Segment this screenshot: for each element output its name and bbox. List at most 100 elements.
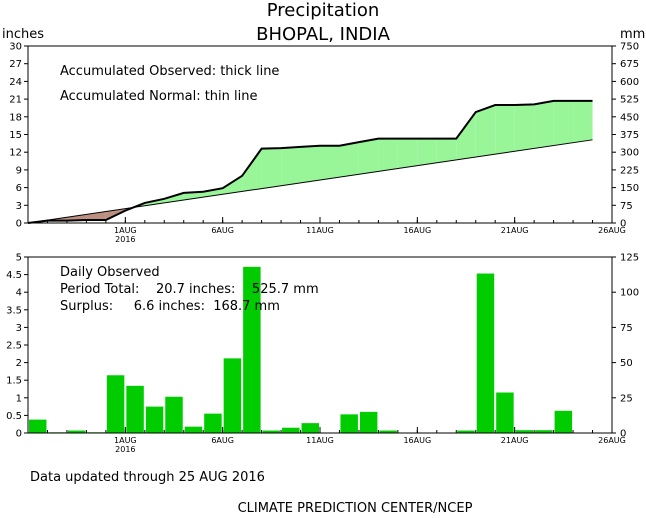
x-tick-label: 16AUG xyxy=(403,226,431,235)
y-tick-label: 18 xyxy=(9,112,22,123)
x-tick-label: 21AUG xyxy=(501,436,529,445)
period-total-label: Period Total: 20.7 inches: 525.7 mm xyxy=(60,282,319,297)
y-tick-label: 1.5 xyxy=(6,376,22,387)
y-tick-label: 1 xyxy=(16,393,22,404)
x-tick-label: 26AUG xyxy=(598,226,626,235)
surplus-label: Surplus: 6.6 inches: 168.7 mm xyxy=(60,299,280,314)
y-tick-label: 0 xyxy=(16,429,22,440)
daily-precip-bar xyxy=(29,419,47,433)
surplus-area-segment xyxy=(320,145,340,180)
daily-precip-bar xyxy=(496,392,514,433)
y2-tick-label: 75 xyxy=(620,323,633,334)
y2-tick-label: 375 xyxy=(620,130,639,141)
y2-tick-label: 25 xyxy=(620,393,633,404)
y2-tick-label: 150 xyxy=(620,183,639,194)
y-tick-label: 3 xyxy=(16,323,22,334)
x-tick-label: 11AUG xyxy=(306,436,334,445)
surplus-area-segment xyxy=(475,105,496,158)
surplus-area-segment xyxy=(242,148,262,192)
chart-subtitle: BHOPAL, INDIA xyxy=(256,24,390,45)
surplus-area-segment xyxy=(222,175,243,195)
top-right-unit-label: mm xyxy=(620,27,645,42)
x-tick-label: 26AUG xyxy=(598,436,626,445)
y2-tick-label: 300 xyxy=(620,148,639,159)
daily-precip-bar xyxy=(457,430,475,433)
daily-observed-label: Daily Observed xyxy=(60,265,160,280)
daily-precip-bar xyxy=(262,430,281,433)
deficit-area-segment xyxy=(66,214,87,221)
chart-title: Precipitation xyxy=(267,0,380,21)
accumulated-normal-line xyxy=(27,139,593,224)
y-tick-label: 0 xyxy=(16,219,22,230)
daily-precip-bar xyxy=(515,430,534,433)
x-tick-label: 1AUG xyxy=(114,436,137,445)
daily-precip-bar xyxy=(282,427,300,433)
surplus-area-segment xyxy=(436,138,457,163)
daily-precip-bar xyxy=(184,426,203,433)
daily-precip-bar xyxy=(476,273,495,433)
y-tick-label: 9 xyxy=(16,165,22,176)
daily-precip-bar xyxy=(379,430,397,433)
daily-precip-bar xyxy=(165,396,183,433)
y-tick-label: 3 xyxy=(16,201,22,212)
surplus-area-segment xyxy=(261,148,282,189)
daily-bar-layer xyxy=(29,266,573,433)
x-tick-label: 6AUG xyxy=(211,436,234,445)
surplus-area-segment xyxy=(281,146,301,186)
daily-precip-bar xyxy=(359,411,378,433)
surplus-area-segment xyxy=(339,142,359,178)
legend-normal-text: Accumulated Normal: thin line xyxy=(60,89,258,104)
x-tick-label: 16AUG xyxy=(403,436,431,445)
y-tick-label: 24 xyxy=(9,77,22,88)
surplus-area-segment xyxy=(495,105,515,155)
x-tick-label: 11AUG xyxy=(306,226,334,235)
y-tick-label: 30 xyxy=(9,42,22,53)
deficit-area-segment xyxy=(86,211,106,221)
surplus-area-segment xyxy=(417,138,437,166)
y-tick-label: 15 xyxy=(9,130,22,141)
y2-tick-label: 750 xyxy=(620,42,639,53)
y-tick-label: 0.5 xyxy=(6,411,22,422)
x-tick-year-label: 2016 xyxy=(115,445,135,454)
daily-precip-bar xyxy=(243,266,261,433)
y2-tick-label: 450 xyxy=(620,112,639,123)
x-tick-label: 1AUG xyxy=(114,226,137,235)
surplus-area-segment xyxy=(534,100,554,149)
surplus-area-segment xyxy=(514,104,535,152)
surplus-area-segment xyxy=(573,100,593,143)
y-tick-label: 2 xyxy=(16,358,22,369)
source-credit-text: CLIMATE PREDICTION CENTER/NCEP xyxy=(238,501,473,516)
y2-tick-label: 0 xyxy=(620,219,626,230)
y-tick-label: 3.5 xyxy=(6,305,22,316)
y2-tick-label: 675 xyxy=(620,59,639,70)
accumulated-observed-line xyxy=(27,99,593,224)
y-tick-label: 27 xyxy=(9,59,22,70)
y-tick-label: 4.5 xyxy=(6,270,22,281)
y-tick-label: 6 xyxy=(16,183,22,194)
surplus-area-segment xyxy=(397,138,418,169)
y2-tick-label: 75 xyxy=(620,201,633,212)
daily-precip-bar xyxy=(340,414,358,433)
daily-precip-bar xyxy=(126,385,144,433)
top-axes: 0369121518212427300751502253003754505256… xyxy=(9,42,639,245)
surplus-area-segment xyxy=(456,112,476,160)
y-tick-label: 5 xyxy=(16,253,22,264)
daily-precip-bar xyxy=(145,406,164,433)
daily-precip-bar xyxy=(106,375,125,433)
data-updated-text: Data updated through 25 AUG 2016 xyxy=(30,470,265,485)
y-tick-label: 4 xyxy=(16,288,22,299)
top-left-unit-label: inches xyxy=(2,27,44,42)
y2-tick-label: 0 xyxy=(620,429,626,440)
surplus-area-segment xyxy=(300,145,320,183)
surplus-area-segment xyxy=(378,138,398,172)
x-tick-year-label: 2016 xyxy=(115,235,135,244)
y-tick-label: 21 xyxy=(9,95,22,106)
y-tick-label: 2.5 xyxy=(6,341,22,352)
y2-tick-label: 50 xyxy=(620,358,633,369)
x-tick-label: 21AUG xyxy=(501,226,529,235)
y-tick-label: 12 xyxy=(9,148,22,159)
y2-tick-label: 125 xyxy=(620,253,639,264)
accumulation-line-layer xyxy=(27,99,593,224)
